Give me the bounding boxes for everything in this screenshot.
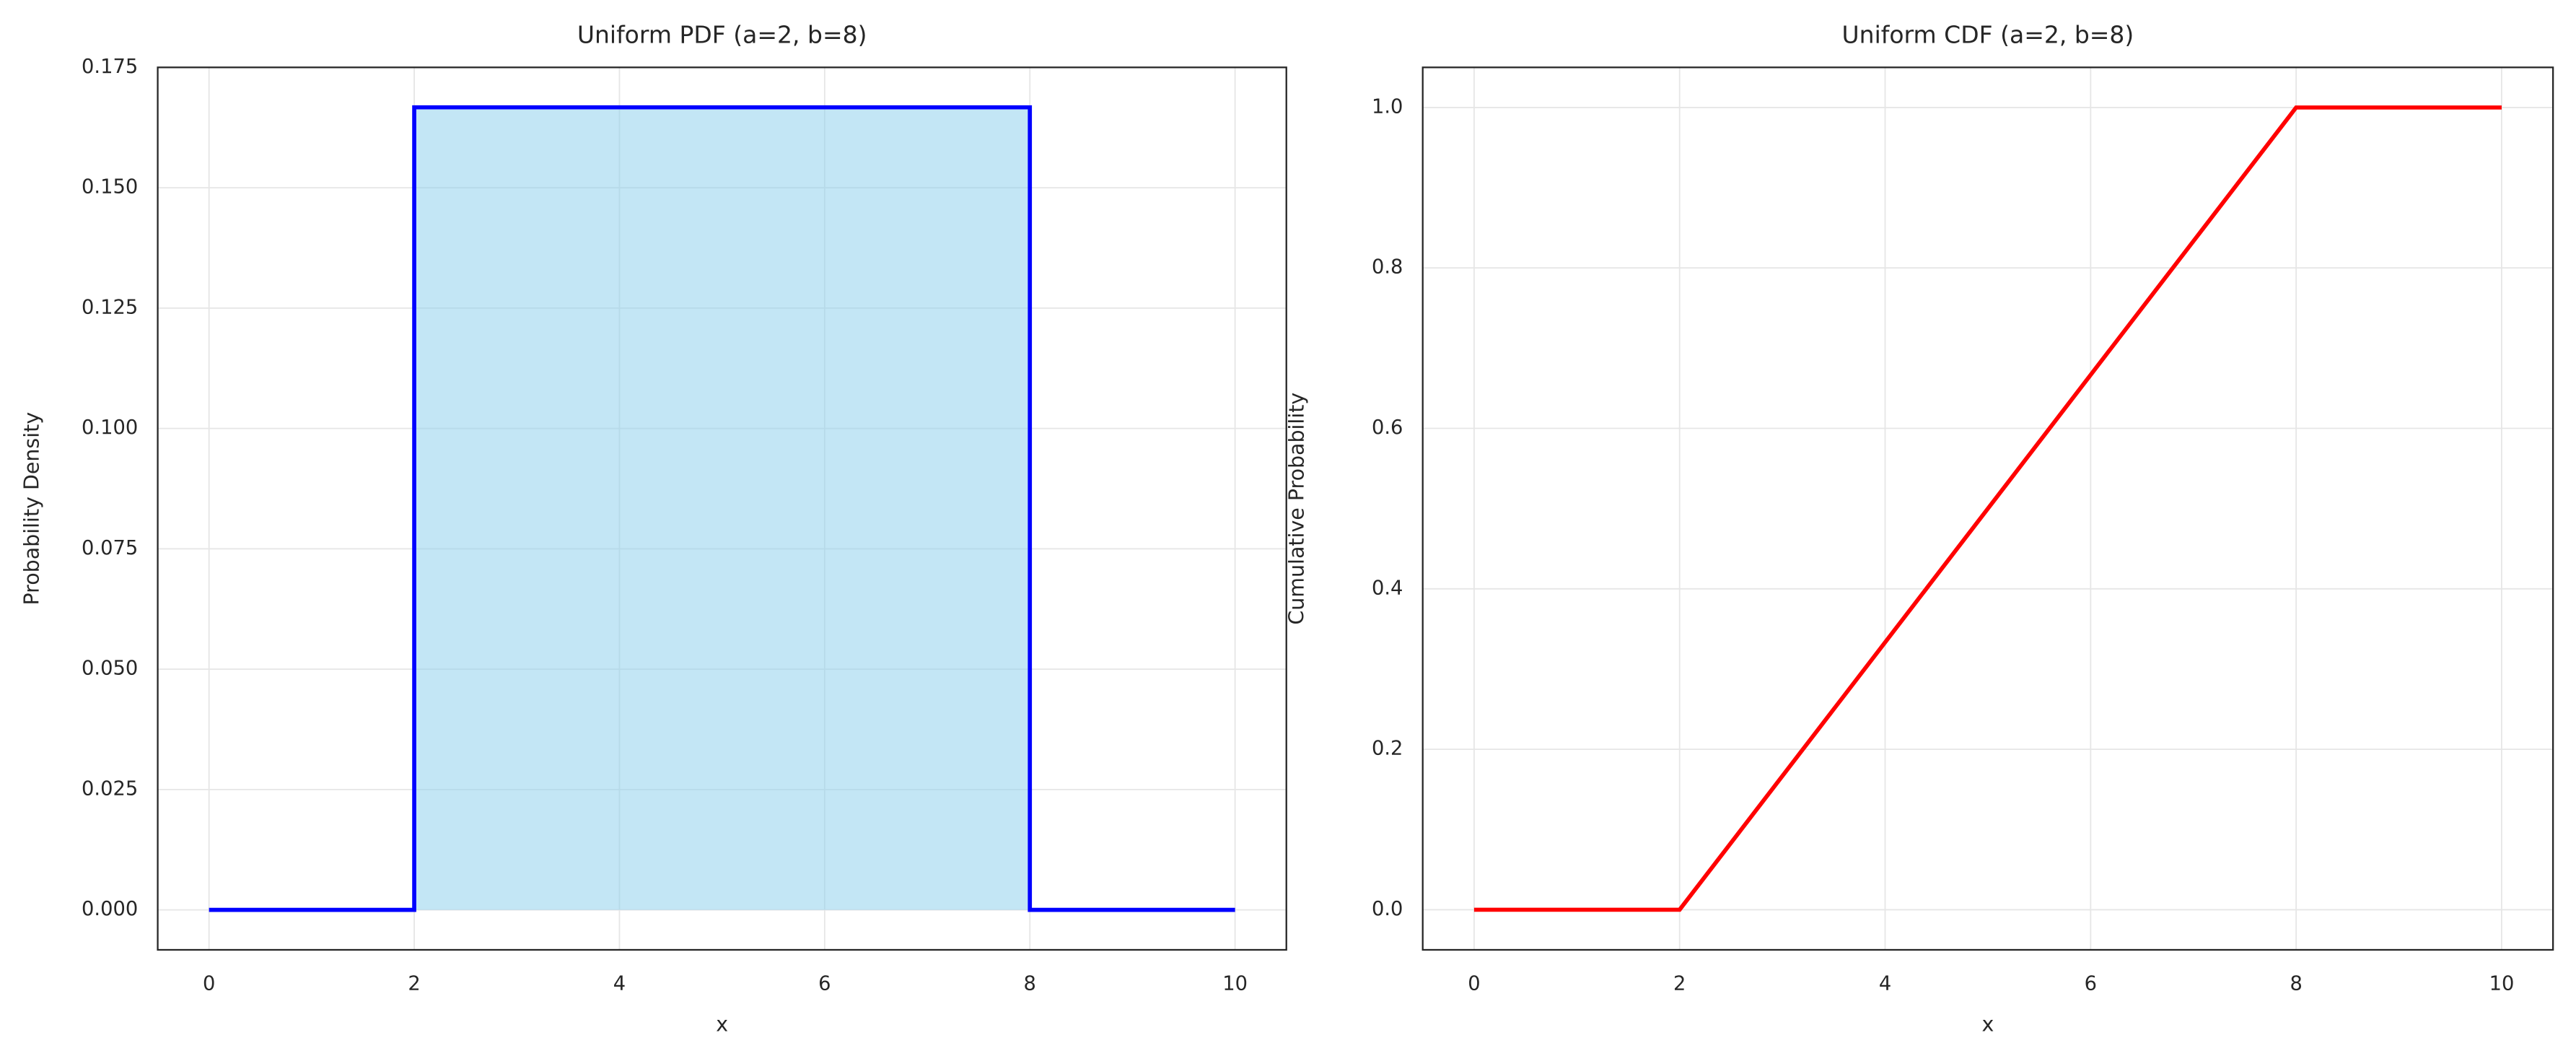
x-tick-label: 0: [203, 972, 215, 995]
y-tick-label: 0.4: [1372, 577, 1403, 599]
plot-frame: [1421, 66, 2554, 951]
y-axis-label: Probability Density: [20, 412, 44, 606]
y-tick-label: 0.6: [1372, 416, 1403, 439]
y-axis-label: Cumulative Probability: [1285, 393, 1309, 625]
x-tick-label: 0: [1468, 972, 1480, 995]
line: [209, 105, 1235, 912]
chart-title: Uniform PDF (a=2, b=8): [577, 21, 867, 49]
y-tick-label: 0.2: [1372, 738, 1403, 760]
x-tick-label: 2: [1673, 972, 1686, 995]
y-tick-label: 0.000: [82, 898, 138, 920]
x-tick-label: 8: [1024, 972, 1036, 995]
y-tick-label: 0.075: [82, 537, 138, 559]
y-tick-label: 0.025: [82, 777, 138, 800]
x-tick-label: 4: [613, 972, 626, 995]
x-axis-label: x: [716, 1013, 728, 1036]
figure-content: Uniform PDF (a=2, b=8) x Probability Densi…: [20, 21, 2554, 1036]
y-tick-label: 0.150: [82, 176, 138, 198]
y-tick-label: 0.175: [82, 56, 138, 78]
x-tick-label: 6: [2085, 972, 2097, 995]
y-tick-label: 0.0: [1372, 898, 1403, 920]
y-tick-label: 0.050: [82, 658, 138, 680]
x-tick-label: 4: [1879, 972, 1891, 995]
x-axis-label: x: [1982, 1013, 1994, 1036]
plot-frame: [157, 66, 1287, 951]
area: [209, 107, 1235, 910]
x-tick-label: 8: [2290, 972, 2302, 995]
y-tick-label: 0.125: [82, 296, 138, 318]
chart-title: Uniform CDF (a=2, b=8): [1842, 21, 2134, 49]
y-tick-label: 0.8: [1372, 256, 1403, 279]
y-tick-label: 0.100: [82, 416, 138, 439]
line: [1473, 105, 2502, 912]
x-tick-label: 6: [818, 972, 831, 995]
y-tick-label: 1.0: [1372, 95, 1403, 118]
x-tick-label: 2: [408, 972, 420, 995]
x-tick-label: 10: [1222, 972, 1248, 995]
x-tick-label: 10: [2489, 972, 2515, 995]
